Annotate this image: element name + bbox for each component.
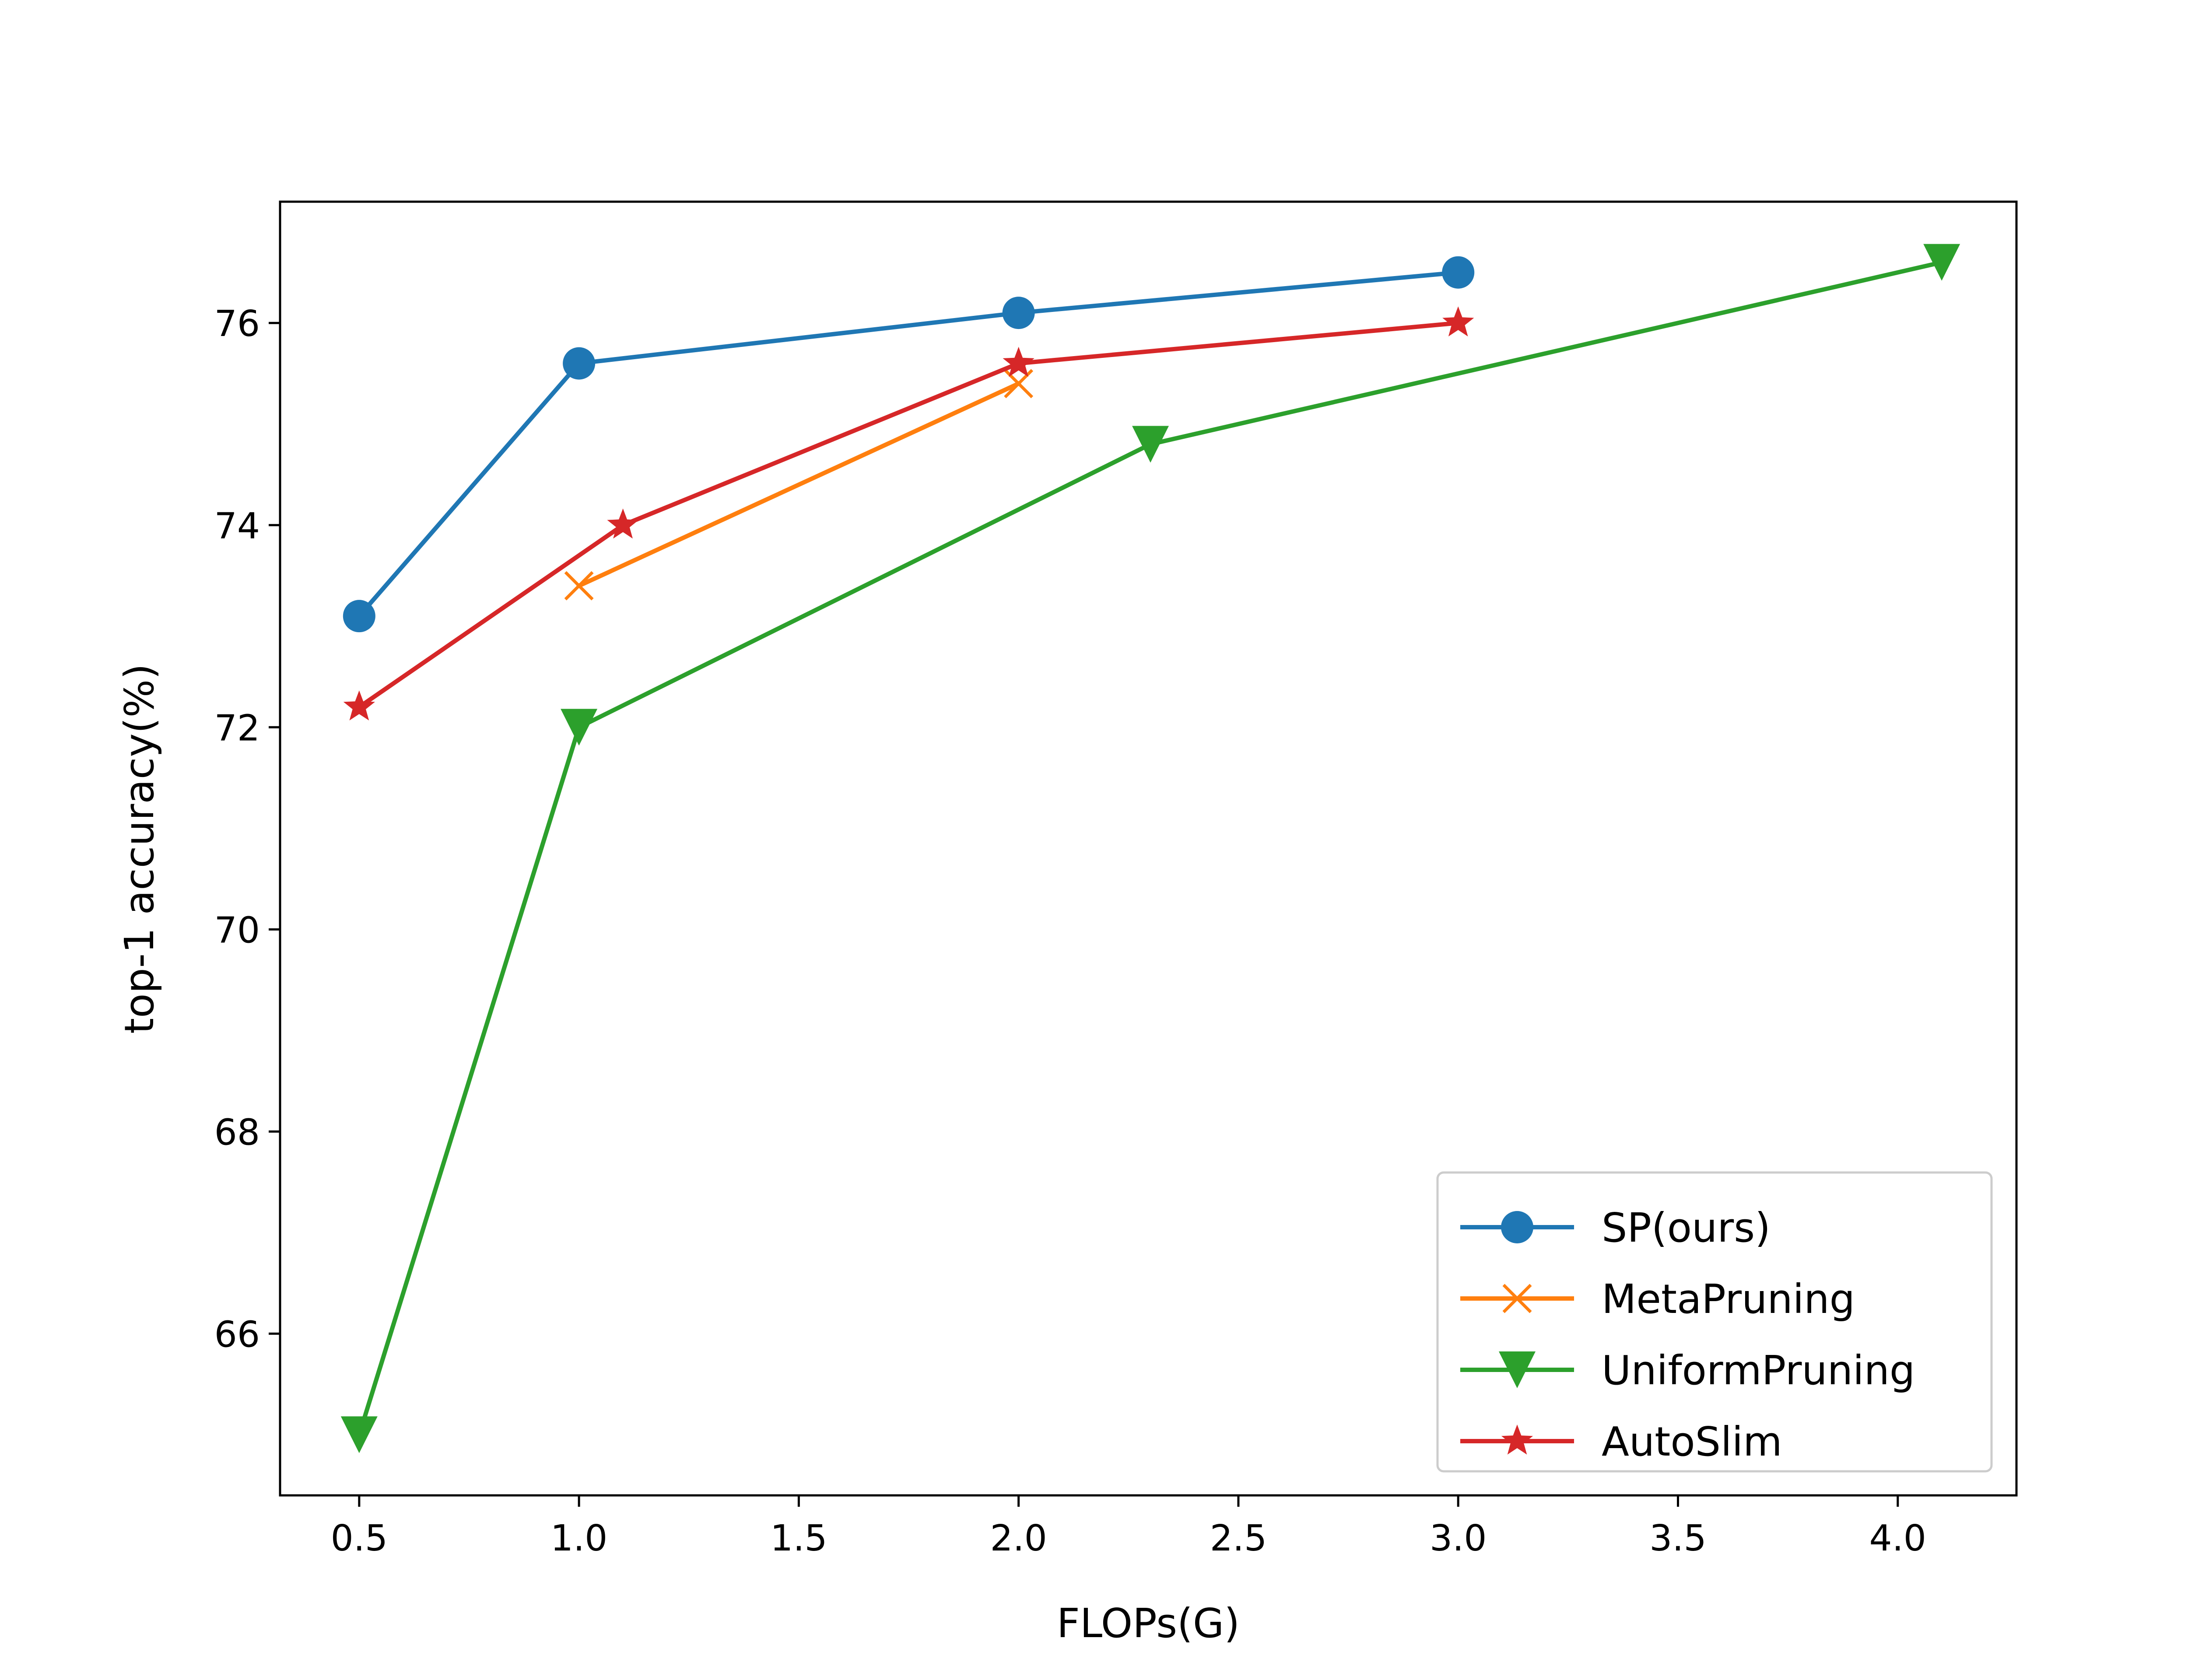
data-point-metapruning [1004, 369, 1034, 399]
x-tick-label: 1.0 [551, 1518, 607, 1559]
data-point-autoslim [607, 508, 639, 539]
legend-marker [1501, 1424, 1533, 1455]
series-line-sp-ours [356, 270, 1461, 620]
y-tick-label: 68 [214, 1112, 260, 1153]
x-axis: 0.5 1.0 1.5 2.0 2.5 3.0 3.5 4.0 [331, 1495, 1926, 1559]
series-metapruning [564, 369, 1034, 601]
series-sp-ours [343, 256, 1475, 633]
legend: SP(ours) MetaPruning UniformPruning AutoSli… [1436, 1171, 1993, 1473]
data-point-uniformpruning [561, 709, 598, 746]
legend-item-metapruning: MetaPruning [1460, 1276, 1855, 1323]
x-tick-label: 3.5 [1649, 1518, 1706, 1559]
data-point-autoslim [1003, 346, 1034, 377]
legend-item-uniformpruning: UniformPruning [1460, 1347, 1915, 1394]
legend-marker [1502, 1284, 1532, 1313]
x-tick-label: 4.0 [1869, 1518, 1926, 1559]
legend-marker [1499, 1351, 1536, 1388]
x-tick-label: 2.0 [990, 1518, 1047, 1559]
series-line-metapruning [576, 381, 1022, 589]
legend-label: SP(ours) [1602, 1204, 1771, 1251]
series-line-autoslim [356, 320, 1461, 710]
data-point-sp-ours [1442, 256, 1475, 289]
data-point-sp-ours [1002, 297, 1035, 329]
legend-item-autoslim: AutoSlim [1460, 1418, 1782, 1465]
legend-label: UniformPruning [1602, 1347, 1915, 1394]
y-tick-label: 76 [214, 303, 260, 345]
data-point-autoslim [343, 690, 375, 721]
plot-area [340, 244, 1960, 1453]
data-point-uniformpruning [1923, 244, 1960, 281]
series-autoslim [343, 306, 1474, 721]
legend-label: AutoSlim [1602, 1418, 1782, 1465]
data-point-uniformpruning [340, 1416, 378, 1453]
y-tick-label: 70 [214, 910, 260, 951]
x-tick-label: 1.5 [770, 1518, 827, 1559]
legend-item-sp-ours: SP(ours) [1460, 1204, 1771, 1251]
x-axis-label: FLOPs(G) [1057, 1600, 1240, 1647]
data-point-sp-ours [563, 347, 596, 380]
data-point-metapruning [564, 571, 594, 601]
x-tick-label: 2.5 [1210, 1518, 1267, 1559]
y-tick-label: 66 [214, 1314, 260, 1355]
y-axis-label: top-1 accuracy(%) [116, 664, 163, 1034]
data-point-sp-ours [343, 600, 375, 633]
x-tick-label: 3.0 [1430, 1518, 1487, 1559]
y-tick-label: 74 [214, 505, 260, 547]
axes-frame [279, 200, 2018, 1497]
legend-marker [1501, 1211, 1533, 1243]
data-point-uniformpruning [1132, 426, 1169, 463]
legend-label: MetaPruning [1602, 1276, 1855, 1323]
legend-box [1436, 1171, 1993, 1473]
series-uniformpruning [340, 244, 1960, 1453]
y-tick-label: 72 [214, 707, 260, 749]
data-point-autoslim [1442, 306, 1474, 336]
series-line-uniformpruning [356, 259, 1945, 1438]
x-tick-label: 0.5 [331, 1518, 388, 1559]
y-axis: 66 68 70 72 74 76 [214, 303, 280, 1355]
